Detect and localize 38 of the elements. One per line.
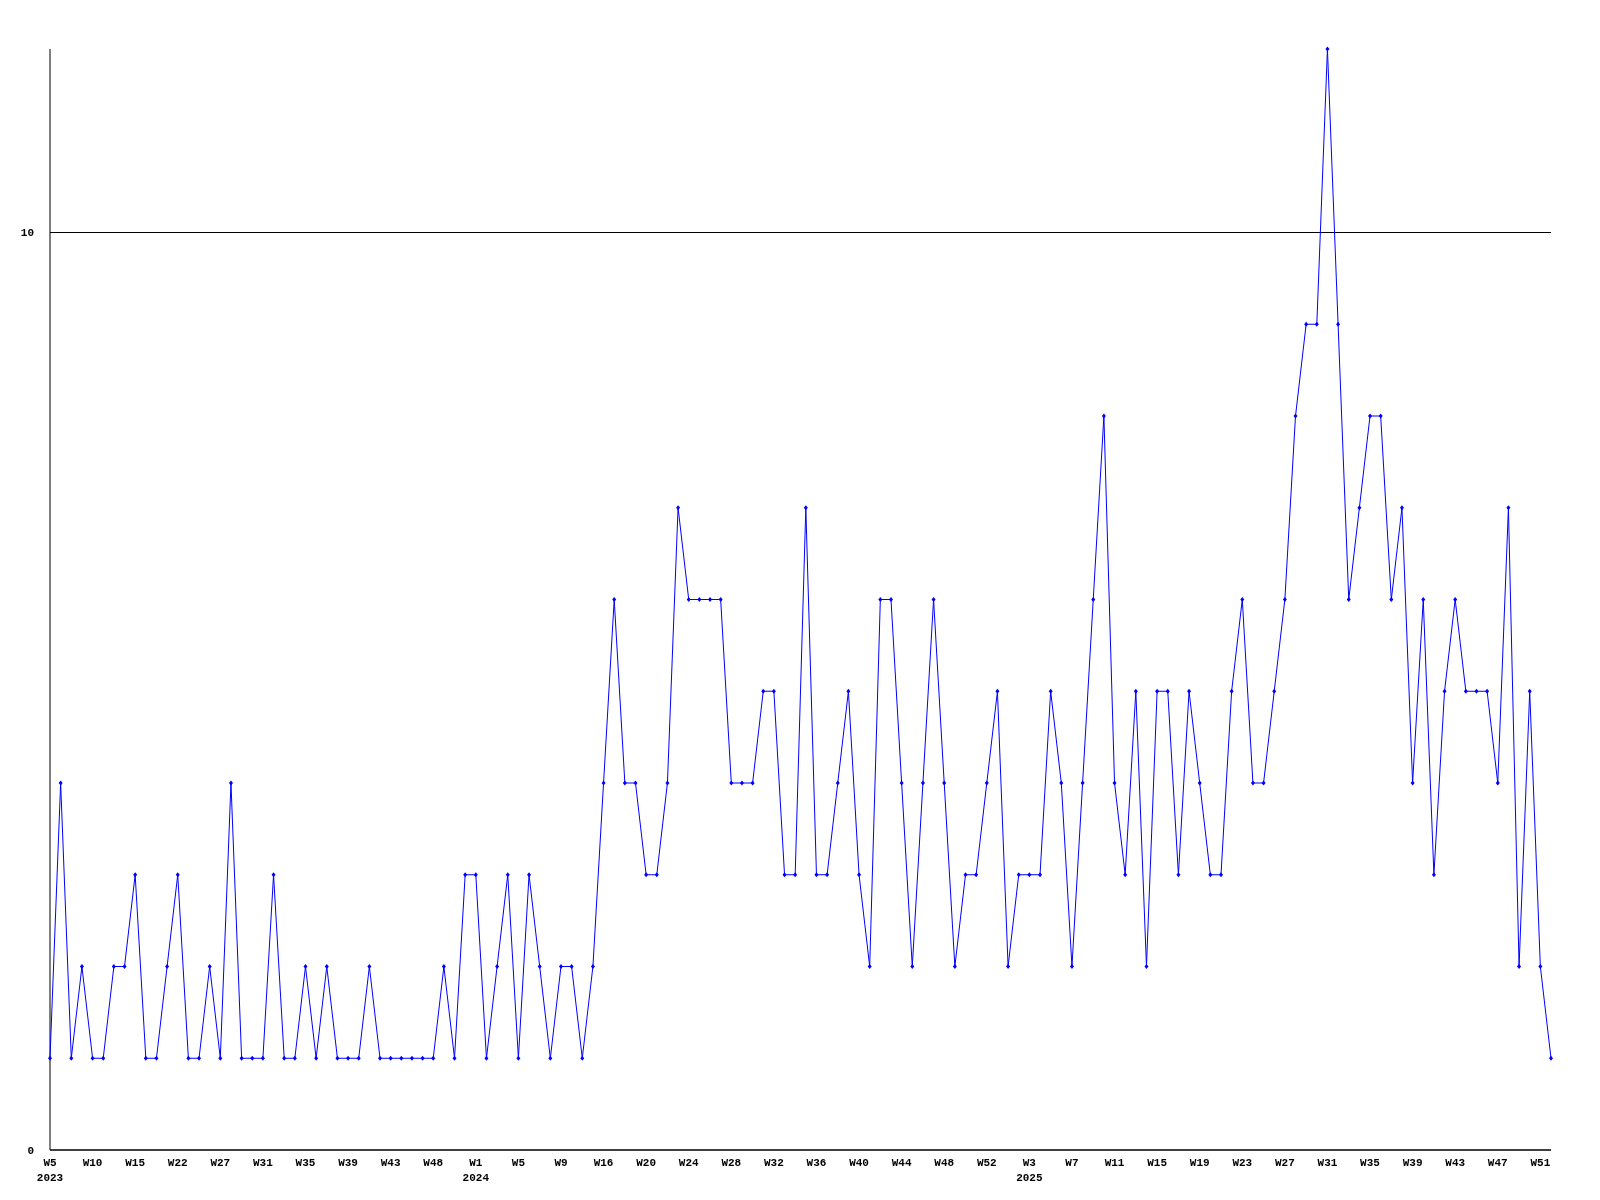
x-tick-label: W7 <box>1065 1157 1079 1169</box>
x-tick-label: W19 <box>1189 1157 1210 1169</box>
x-tick-label: W5 <box>511 1157 526 1169</box>
x-tick-label: W31 <box>1317 1157 1338 1169</box>
x-tick-label: W35 <box>1360 1157 1381 1169</box>
y-tick-label: 10 <box>20 227 34 240</box>
x-tick-label: W5 2023 <box>36 1157 64 1184</box>
x-tick-label: W11 <box>1104 1157 1125 1169</box>
x-tick-label: W27 <box>210 1157 231 1169</box>
x-tick-label: W23 <box>1232 1157 1253 1169</box>
x-tick-label: W36 <box>806 1157 827 1169</box>
x-tick-label: W31 <box>253 1157 274 1169</box>
x-tick-label: W39 <box>1402 1157 1423 1169</box>
x-tick-label: W1 2024 <box>462 1157 490 1184</box>
x-tick-label: W51 <box>1530 1157 1551 1169</box>
x-tick-label: W39 <box>338 1157 358 1169</box>
x-tick-label: W43 <box>1445 1157 1466 1169</box>
x-tick-label: W32 <box>763 1157 784 1169</box>
x-tick-label: W15 <box>1147 1157 1168 1169</box>
x-tick-label: W15 <box>125 1157 146 1169</box>
x-tick-label: W43 <box>380 1157 401 1169</box>
x-tick-label: W20 <box>636 1157 657 1169</box>
x-tick-label: W35 <box>295 1157 316 1169</box>
x-tick-label: W48 <box>423 1157 444 1169</box>
y-tick-label: 0 <box>27 1144 34 1157</box>
x-tick-label: W10 <box>82 1157 103 1169</box>
x-tick-label: W48 <box>934 1157 955 1169</box>
x-tick-label: W47 <box>1487 1157 1508 1169</box>
x-tick-label: W16 <box>593 1157 614 1169</box>
x-tick-label: W40 <box>849 1157 869 1169</box>
x-tick-label: W24 <box>678 1157 700 1169</box>
x-tick-label: W52 <box>976 1157 997 1169</box>
x-tick-label: W28 <box>721 1157 742 1169</box>
x-tick-label: W27 <box>1274 1157 1295 1169</box>
x-tick-label: W22 <box>167 1157 188 1169</box>
x-tick-label: W44 <box>891 1157 912 1169</box>
x-tick-label: W3 2025 <box>1016 1157 1043 1184</box>
x-tick-label: W9 <box>554 1157 568 1169</box>
